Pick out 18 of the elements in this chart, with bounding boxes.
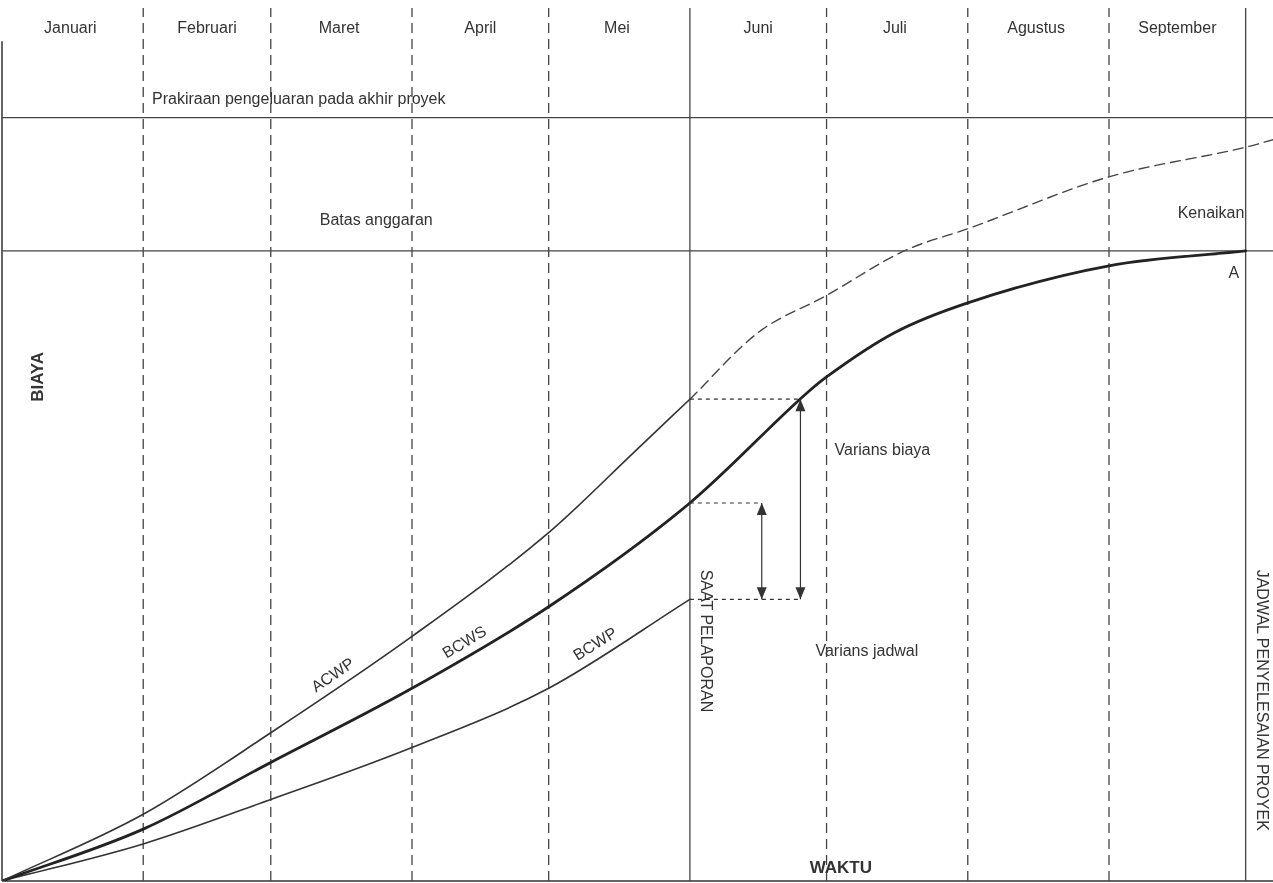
ref-line-label: SAAT PELAPORAN: [698, 569, 716, 713]
x-tick-label: Juni: [743, 19, 773, 37]
annotation: Kenaikan: [1177, 204, 1245, 222]
x-tick-label: September: [1138, 19, 1218, 37]
x-tick-label: Februari: [177, 19, 237, 37]
annotation: Varians jadwal: [815, 641, 919, 659]
annotation: A: [1228, 263, 1240, 281]
x-tick-label: April: [464, 19, 497, 37]
x-tick-label: Agustus: [1007, 19, 1066, 37]
x-tick-label: Mei: [604, 19, 630, 37]
x-axis-title: WAKTU: [809, 858, 873, 878]
x-tick-label: Juli: [882, 19, 907, 37]
x-tick-label: Maret: [318, 19, 361, 37]
ref-line-label: Prakiraan pengeluaran pada akhir proyek: [151, 89, 447, 107]
x-tick-label: Januari: [44, 19, 97, 37]
y-axis-title: BIAYA: [27, 352, 47, 402]
ref-line-label: JADWAL PENYELESAIAN PROYEK: [1254, 569, 1272, 832]
annotation: Varians biaya: [834, 441, 931, 459]
